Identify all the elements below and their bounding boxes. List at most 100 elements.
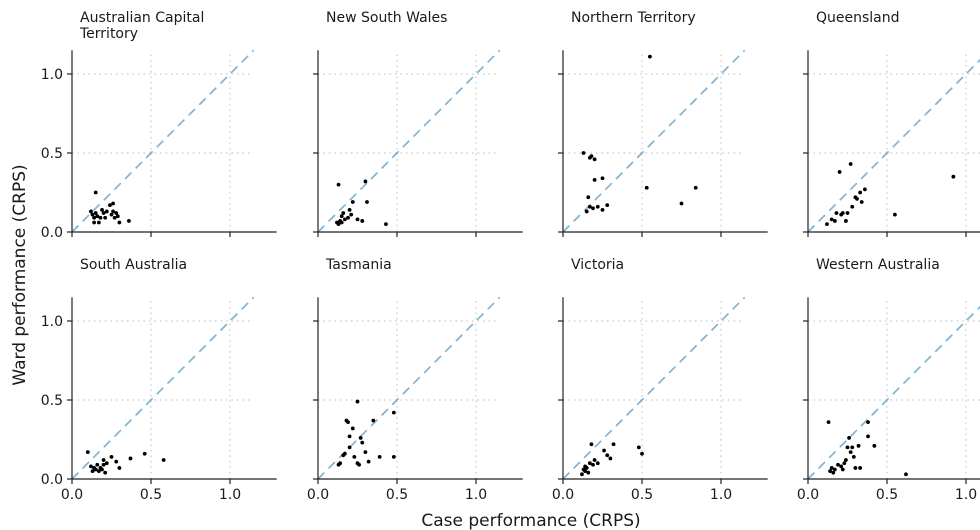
data-point xyxy=(104,461,109,466)
data-point xyxy=(600,207,605,212)
panel-title: Tasmania xyxy=(325,257,392,273)
data-point xyxy=(366,459,371,464)
data-point xyxy=(142,451,147,456)
data-point xyxy=(851,454,856,459)
data-point xyxy=(98,215,103,220)
panel-title: Western Australia xyxy=(816,257,940,273)
data-point xyxy=(608,456,613,461)
data-point xyxy=(866,420,870,425)
data-point xyxy=(95,214,100,219)
data-point xyxy=(126,219,131,223)
data-point xyxy=(350,200,355,204)
data-point xyxy=(363,450,368,455)
x-tick-label: 1.0 xyxy=(219,487,241,503)
y-tick-label: 1.0 xyxy=(41,314,63,330)
data-point xyxy=(826,420,831,425)
data-point xyxy=(591,462,595,467)
data-point xyxy=(605,453,610,458)
data-point xyxy=(101,211,106,215)
data-point xyxy=(829,466,834,470)
data-point xyxy=(842,461,847,466)
data-point xyxy=(832,219,837,223)
data-point xyxy=(109,212,114,217)
y-tick-label: 0.5 xyxy=(41,146,63,162)
data-point xyxy=(862,187,867,192)
data-point xyxy=(644,185,649,190)
data-point xyxy=(346,420,350,425)
data-point xyxy=(592,458,597,462)
data-point xyxy=(357,462,361,467)
data-point xyxy=(358,436,363,440)
panel-title: Australian Capital xyxy=(80,10,204,26)
x-axis-title: Case performance (CRPS) xyxy=(421,511,640,530)
data-point xyxy=(587,461,592,466)
x-tick-label: 0.0 xyxy=(797,487,819,503)
data-point xyxy=(829,217,834,222)
data-point xyxy=(589,154,594,159)
data-point xyxy=(600,176,605,181)
y-tick-label: 0.0 xyxy=(41,225,63,241)
x-tick-label: 0.5 xyxy=(876,487,898,503)
data-point xyxy=(904,472,908,477)
data-point xyxy=(951,174,956,179)
panel: Queensland xyxy=(803,10,980,237)
x-tick-label: 0.0 xyxy=(552,487,574,503)
reference-line xyxy=(317,296,501,480)
data-point xyxy=(586,470,591,475)
panel: Tasmania 0.0 0.5 1.0 xyxy=(307,257,523,503)
data-point xyxy=(90,469,95,473)
data-point xyxy=(347,434,352,439)
data-point xyxy=(834,211,839,215)
data-point xyxy=(592,157,597,162)
panel-title: Northern Territory xyxy=(571,10,696,26)
data-point xyxy=(360,440,365,445)
data-point xyxy=(89,209,93,214)
data-point xyxy=(592,177,597,182)
data-point xyxy=(111,209,115,214)
data-point xyxy=(161,458,166,462)
data-point xyxy=(583,469,588,473)
reference-line xyxy=(807,305,980,480)
data-point xyxy=(602,448,606,453)
data-point xyxy=(89,464,93,469)
data-point xyxy=(595,204,600,209)
data-point xyxy=(831,470,836,475)
data-point xyxy=(580,472,584,477)
data-point xyxy=(583,464,588,469)
data-point xyxy=(117,220,122,225)
panel: Western Australia 0.0 0.5 1.0 xyxy=(797,257,980,503)
data-point xyxy=(391,454,396,459)
x-tick-label: 0.5 xyxy=(631,487,653,503)
data-point xyxy=(858,190,863,195)
data-point xyxy=(586,195,591,200)
data-point xyxy=(93,467,98,472)
data-point xyxy=(117,466,122,470)
data-point xyxy=(844,458,848,462)
data-point xyxy=(847,436,851,440)
data-point xyxy=(100,207,104,212)
data-point xyxy=(640,451,644,456)
x-tick-label: 1.0 xyxy=(955,487,977,503)
data-point xyxy=(101,458,106,462)
data-point xyxy=(853,466,858,470)
data-point xyxy=(845,445,850,450)
data-point xyxy=(347,207,352,212)
data-point xyxy=(114,459,119,464)
panel-title: Queensland xyxy=(816,10,900,26)
data-point xyxy=(825,222,829,227)
y-tick-label: 0.5 xyxy=(41,393,63,409)
data-point xyxy=(342,217,347,222)
data-point xyxy=(836,462,840,467)
data-point xyxy=(350,426,355,431)
data-point xyxy=(363,179,368,184)
data-point xyxy=(336,222,341,227)
data-point xyxy=(111,201,115,206)
data-point xyxy=(591,206,595,211)
data-point xyxy=(90,212,95,217)
data-point xyxy=(872,443,877,448)
data-point xyxy=(828,469,833,473)
data-point xyxy=(845,211,850,215)
y-tick-label: 1.0 xyxy=(41,67,63,83)
